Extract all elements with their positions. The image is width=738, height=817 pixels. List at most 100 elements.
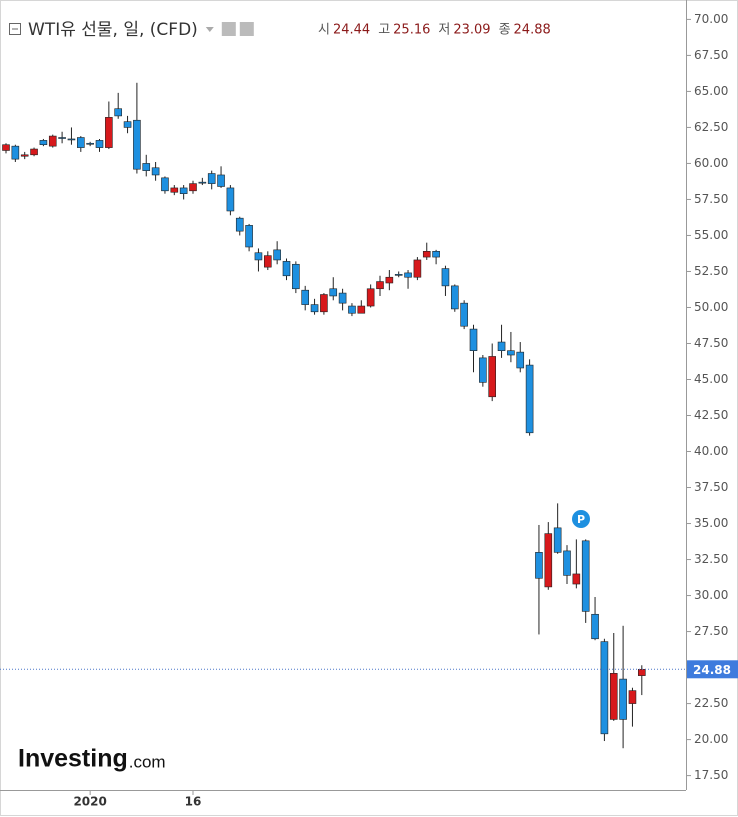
- candle-body: [20, 154, 29, 157]
- candle-body: [413, 259, 422, 278]
- candle-body: [366, 288, 375, 307]
- candle-body: [142, 163, 151, 171]
- candle-body: [320, 294, 328, 313]
- y-tick-label: 30.00: [694, 588, 728, 602]
- candle-body: [497, 341, 506, 351]
- candle-body: [450, 285, 459, 310]
- candle-body: [619, 678, 627, 720]
- candle-body: [161, 177, 169, 192]
- settings-icon[interactable]: [239, 22, 254, 36]
- collapse-icon[interactable]: [9, 23, 21, 35]
- candle-body: [273, 249, 281, 261]
- y-tick-label: 62.50: [694, 120, 728, 134]
- candle-body: [376, 281, 384, 290]
- candle-body: [77, 137, 85, 148]
- y-tick-label: 17.50: [694, 768, 728, 782]
- candle-body: [86, 142, 94, 145]
- candle-body: [535, 552, 543, 579]
- y-tick-label: 32.50: [694, 552, 728, 566]
- candle-body: [507, 350, 515, 356]
- y-tick-label: 57.50: [694, 192, 728, 206]
- quote-label: 시: [318, 23, 330, 38]
- last-price-label: 24.88: [693, 663, 731, 677]
- candle-body: [348, 305, 356, 314]
- quote-label: 종: [499, 23, 511, 38]
- y-tick-label: 47.50: [694, 336, 728, 350]
- candle-body: [39, 140, 48, 146]
- candle-body: [329, 288, 338, 297]
- candle-body: [114, 108, 122, 117]
- candle-body: [563, 550, 571, 576]
- candle-body: [479, 357, 487, 383]
- candle-body: [469, 328, 478, 351]
- last-price-box: [687, 660, 738, 679]
- candle-body: [525, 364, 534, 434]
- candle-body: [48, 135, 57, 147]
- quote-value: 23.09: [453, 23, 490, 38]
- y-tick-label: 42.50: [694, 408, 728, 422]
- y-tick-label: 37.50: [694, 480, 728, 494]
- candle-body: [67, 138, 76, 141]
- candle-body: [179, 187, 188, 194]
- quote-label: 고: [378, 23, 390, 38]
- candle-body: [254, 252, 263, 261]
- candle-body: [441, 268, 450, 287]
- candle-body: [460, 302, 468, 327]
- candle-body: [544, 533, 553, 588]
- settings-icon[interactable]: [221, 22, 236, 36]
- candle-body: [282, 261, 291, 277]
- candle-body: [310, 304, 319, 313]
- candle-body: [189, 183, 197, 192]
- candle-body: [207, 173, 216, 184]
- candle-body: [600, 641, 609, 735]
- y-tick-label: 20.00: [694, 732, 728, 746]
- marker-label: P: [577, 513, 585, 526]
- y-tick-label: 67.50: [694, 48, 728, 62]
- candle-body: [357, 305, 366, 314]
- quote-label: 저: [438, 23, 450, 38]
- y-tick-label: 65.00: [694, 84, 728, 98]
- y-tick-label: 22.50: [694, 696, 728, 710]
- quote-value: 24.44: [333, 23, 370, 38]
- candle-body: [2, 144, 10, 151]
- logo-suffix: .com: [129, 752, 166, 771]
- candle-body: [58, 137, 66, 139]
- logo-brand: Investing: [18, 745, 128, 773]
- marker-badge[interactable]: [572, 510, 590, 528]
- candle-body: [338, 292, 347, 304]
- candle-body: [591, 613, 599, 640]
- y-tick-label: 27.50: [694, 624, 728, 638]
- y-tick-label: 60.00: [694, 156, 728, 170]
- candle-body: [263, 255, 272, 268]
- candle-body: [292, 263, 300, 290]
- candle-body: [226, 187, 235, 212]
- candle-body: [301, 289, 310, 305]
- y-tick-label: 40.00: [694, 444, 728, 458]
- candle-body: [488, 356, 497, 398]
- y-tick-label: 35.00: [694, 516, 728, 530]
- candle-body: [609, 673, 618, 720]
- candle-body: [628, 690, 637, 704]
- candle-body: [394, 274, 403, 276]
- candle-body: [581, 540, 590, 612]
- quote-value: 24.88: [514, 23, 551, 38]
- candle-body: [217, 174, 225, 187]
- candle-body: [572, 573, 581, 585]
- candle-body: [422, 251, 431, 258]
- candle-body: [123, 121, 132, 128]
- x-tick-label: 2020: [73, 795, 106, 809]
- candle-body: [11, 145, 20, 160]
- quote-value: 25.16: [393, 23, 430, 38]
- candle-body: [95, 140, 104, 148]
- y-tick-label: 50.00: [694, 300, 728, 314]
- y-tick-label: 45.00: [694, 372, 728, 386]
- candle-body: [151, 167, 160, 176]
- candle-body: [30, 148, 38, 156]
- candle-body: [432, 251, 440, 258]
- candle-body: [404, 272, 412, 278]
- candle-body: [105, 117, 113, 148]
- y-tick-label: 52.50: [694, 264, 728, 278]
- candle-body: [637, 668, 646, 676]
